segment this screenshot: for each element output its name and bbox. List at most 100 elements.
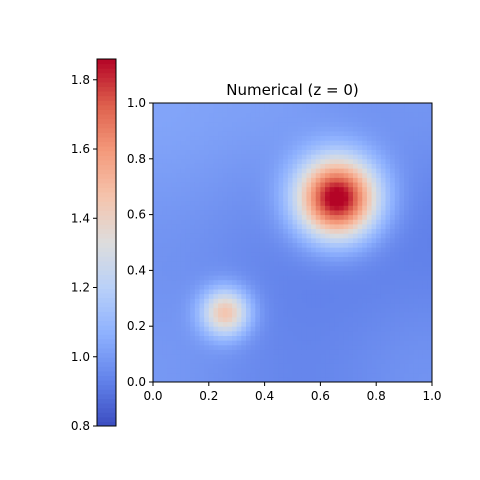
heatmap-cell: [315, 237, 321, 243]
heatmap-cell: [208, 265, 214, 271]
heatmap-cell: [390, 307, 396, 313]
heatmap-cell: [371, 196, 377, 202]
heatmap-cell: [162, 321, 168, 327]
heatmap-cell: [320, 354, 326, 360]
heatmap-cell: [413, 270, 419, 276]
heatmap-cell: [376, 172, 382, 178]
heatmap-cell: [194, 182, 200, 188]
heatmap-cell: [176, 289, 182, 295]
heatmap-cell: [362, 270, 368, 276]
heatmap-cell: [334, 182, 340, 188]
heatmap-cell: [269, 158, 275, 164]
heatmap-cell: [236, 144, 242, 150]
heatmap-cell: [348, 186, 354, 192]
heatmap-cell: [162, 219, 168, 225]
heatmap-cell: [348, 261, 354, 267]
heatmap-cell: [199, 344, 205, 350]
heatmap-cell: [227, 182, 233, 188]
colorbar-segment: [97, 389, 116, 395]
heatmap-cell: [399, 372, 405, 378]
heatmap-cell: [176, 223, 182, 230]
heatmap-cell: [157, 140, 163, 146]
heatmap-cell: [241, 112, 247, 118]
heatmap-cell: [394, 354, 400, 360]
heatmap-cell: [329, 130, 335, 137]
heatmap-cell: [222, 191, 228, 197]
heatmap-cell: [413, 149, 419, 155]
heatmap-cell: [394, 191, 400, 197]
heatmap-cell: [241, 103, 247, 109]
heatmap-cell: [241, 233, 247, 239]
heatmap-cell: [422, 261, 428, 267]
heatmap-cell: [329, 149, 335, 155]
heatmap-cell: [404, 242, 410, 248]
heatmap-cell: [287, 275, 293, 281]
heatmap-cell: [339, 326, 345, 332]
heatmap-cell: [390, 126, 396, 132]
heatmap-cell: [343, 144, 349, 150]
heatmap-cell: [273, 316, 280, 323]
heatmap-cell: [246, 368, 252, 374]
heatmap-cell: [366, 326, 373, 332]
heatmap-cell: [418, 154, 424, 160]
heatmap-cell: [352, 340, 359, 346]
heatmap-cell: [259, 237, 266, 243]
heatmap-cell: [241, 289, 247, 295]
heatmap-cell: [204, 326, 210, 332]
heatmap-cell: [227, 354, 233, 360]
heatmap-cell: [366, 349, 373, 355]
heatmap-cell: [162, 293, 168, 299]
heatmap-cell: [255, 149, 261, 155]
heatmap-cell: [213, 344, 219, 350]
heatmap-cell: [306, 265, 312, 271]
heatmap-cell: [399, 293, 405, 299]
heatmap-cell: [232, 372, 238, 378]
heatmap-cell: [185, 205, 191, 211]
heatmap-cell: [390, 112, 396, 118]
heatmap-cell: [259, 158, 266, 164]
heatmap-cell: [204, 284, 210, 290]
heatmap-cell: [278, 312, 284, 318]
heatmap-cell: [325, 247, 331, 253]
heatmap-cell: [422, 242, 428, 248]
heatmap-cell: [213, 349, 219, 355]
heatmap-cell: [292, 209, 298, 216]
heatmap-cell: [301, 112, 307, 118]
heatmap-cell: [357, 219, 363, 225]
heatmap-cell: [208, 177, 214, 183]
heatmap-cell: [339, 321, 345, 327]
heatmap-cell: [190, 140, 196, 146]
heatmap-cell: [315, 172, 321, 178]
heatmap-cell: [227, 233, 233, 239]
heatmap-cell: [278, 177, 284, 183]
heatmap-cell: [385, 112, 391, 118]
heatmap-cell: [185, 316, 191, 323]
heatmap-cell: [255, 112, 261, 118]
heatmap-cell: [385, 172, 391, 178]
heatmap-cell: [232, 275, 238, 281]
heatmap-cell: [157, 354, 163, 360]
heatmap-cell: [408, 149, 414, 155]
heatmap-cell: [218, 307, 224, 313]
heatmap-cell: [380, 284, 386, 290]
heatmap-cell: [306, 163, 312, 169]
heatmap-cell: [325, 214, 331, 220]
heatmap-cell: [194, 377, 200, 383]
heatmap-cell: [292, 265, 298, 271]
heatmap-cell: [390, 284, 396, 290]
heatmap-cell: [418, 237, 424, 243]
heatmap-cell: [250, 135, 256, 141]
heatmap-cell: [218, 223, 224, 230]
heatmap-cell: [315, 270, 321, 276]
heatmap-cell: [250, 214, 256, 220]
colorbar-segment: [97, 247, 116, 253]
heatmap-cell: [306, 214, 312, 220]
heatmap-cell: [404, 368, 410, 374]
heatmap-cell: [171, 177, 177, 183]
heatmap-cell: [297, 163, 303, 169]
heatmap-cell: [180, 219, 187, 225]
heatmap-cell: [418, 368, 424, 374]
heatmap-cell: [273, 251, 280, 257]
heatmap-cell: [255, 377, 261, 383]
heatmap-cell: [371, 302, 377, 309]
